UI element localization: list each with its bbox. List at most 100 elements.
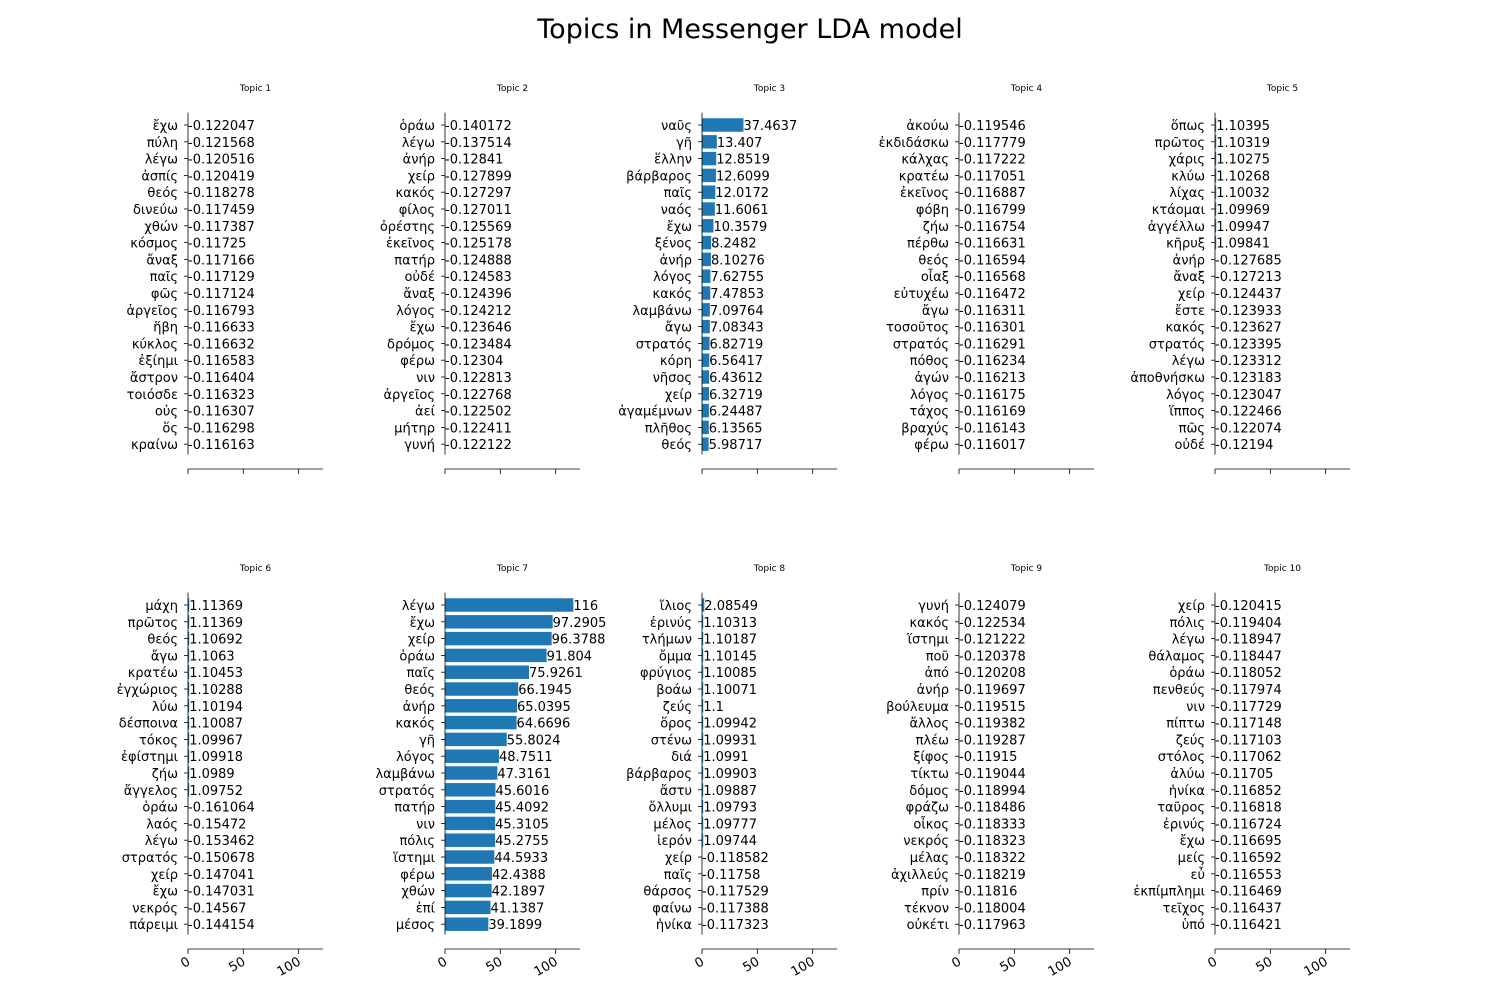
y-tick-label: ἄστρον (130, 371, 178, 386)
data-label: -0.11725 (188, 237, 246, 252)
y-tick-label: πρίν (921, 885, 949, 900)
y-tick-label: ἔχω (1180, 834, 1205, 849)
bar (188, 665, 190, 679)
data-label: 1.09931 (703, 733, 757, 748)
y-tick-label: ἔχω (667, 220, 692, 235)
data-label: 45.4092 (495, 801, 549, 816)
bar (702, 783, 704, 797)
data-label: -0.116887 (959, 186, 1026, 201)
data-label: -0.12304 (445, 354, 503, 369)
subplot-title: Topic 2 (496, 84, 528, 94)
bar (445, 631, 552, 646)
y-tick-label: κρατέω (128, 666, 178, 681)
data-label: -0.140172 (445, 119, 512, 134)
y-tick-label: ἀποθνήσκω (1130, 371, 1205, 386)
data-label: 1.10288 (189, 683, 243, 698)
y-tick-label: χείρ (1178, 599, 1205, 614)
y-tick-label: πέρθω (907, 237, 949, 252)
subplot-topic-3: Topic 3 ναῦς 37.4637 γῆ 13.407 ἕλλην 12.8519 βά… (618, 84, 837, 474)
data-label: 47.3161 (497, 767, 551, 782)
data-label: 45.6016 (495, 784, 549, 799)
data-label: 10.3579 (713, 220, 767, 235)
y-tick-label: ὅς (162, 421, 178, 436)
data-label: -0.116852 (1215, 784, 1282, 799)
y-tick-label: πρῶτος (1155, 136, 1205, 151)
y-tick-label: μέλας (910, 851, 949, 866)
data-label: -0.120415 (1215, 599, 1282, 614)
data-label: -0.125178 (445, 237, 512, 252)
x-tick-label: 100 (275, 954, 304, 979)
y-tick-label: ὁράω (399, 649, 435, 664)
data-label: -0.11705 (1215, 767, 1273, 782)
y-tick-label: βάρβαρος (626, 767, 692, 782)
data-label: -0.116307 (188, 405, 255, 420)
y-tick-label: οἶαξ (921, 269, 949, 285)
data-label: -0.125569 (445, 220, 512, 235)
y-tick-label: παῖς (407, 666, 435, 681)
data-label: -0.117129 (188, 270, 255, 285)
bar (702, 437, 709, 451)
data-label: 12.6099 (716, 169, 770, 184)
y-tick-label: θεός (661, 438, 692, 453)
data-label: -0.161064 (188, 801, 255, 816)
bar (702, 766, 704, 780)
y-tick-label: χθών (401, 885, 435, 900)
data-label: 45.2755 (495, 834, 549, 849)
data-label: -0.116793 (188, 304, 255, 319)
x-tick-label: 0 (1205, 954, 1220, 971)
data-label: 8.10276 (711, 253, 765, 268)
bar (445, 766, 498, 780)
data-label: -0.118994 (959, 784, 1026, 799)
data-label: 6.43612 (709, 371, 763, 386)
y-tick-label: γυνή (404, 438, 435, 453)
bar (702, 749, 704, 763)
y-tick-label: νιν (1186, 700, 1205, 715)
y-tick-label: ἐκδιδάσκω (879, 136, 949, 151)
y-tick-label: ἐκεῖνος (900, 186, 949, 201)
x-tick-label: 100 (1302, 954, 1331, 979)
data-label: 1.10453 (189, 666, 243, 681)
y-tick-label: λύω (152, 700, 178, 715)
x-tick-label: 100 (532, 954, 561, 979)
y-tick-label: πατήρ (394, 801, 435, 816)
data-label: 7.08343 (710, 321, 764, 336)
y-tick-label: ἀλύω (1170, 767, 1205, 782)
data-label: -0.122411 (445, 421, 512, 436)
data-label: -0.118052 (1215, 666, 1282, 681)
y-tick-label: ἔχω (410, 321, 435, 336)
x-tick-label: 100 (1046, 954, 1075, 979)
data-label: -0.153462 (188, 834, 255, 849)
y-tick-label: μείς (1178, 851, 1205, 866)
y-tick-label: δινεύω (133, 203, 178, 218)
bar (702, 219, 714, 233)
y-tick-label: ἐκπίμπλημι (1133, 885, 1205, 900)
bar (702, 202, 715, 216)
data-label: -0.122768 (445, 388, 512, 403)
bar (702, 665, 704, 679)
y-tick-label: γῆ (419, 733, 435, 748)
data-label: -0.124888 (445, 253, 512, 268)
data-label: -0.118486 (959, 801, 1026, 816)
y-tick-label: ζήω (923, 220, 949, 235)
data-label: -0.119697 (959, 683, 1026, 698)
data-label: -0.116818 (1215, 801, 1282, 816)
y-tick-label: λόγος (910, 388, 949, 403)
y-tick-label: φίλος (399, 203, 435, 218)
data-label: -0.127011 (445, 203, 512, 218)
y-tick-label: ἀργεῖος (126, 304, 178, 319)
subplot-title: Topic 5 (1266, 84, 1298, 94)
data-label: 7.09764 (710, 304, 764, 319)
subplot-topic-6: Topic 6 μάχη 1.11369 πρῶτος 1.11369 θεός 1.106… (117, 564, 323, 980)
data-label: -0.116175 (959, 388, 1026, 403)
data-label: 1.10268 (1216, 169, 1270, 184)
y-tick-label: κραίνω (131, 438, 178, 453)
bar (702, 799, 704, 814)
data-label: -0.118004 (959, 901, 1026, 916)
y-tick-label: λόγος (396, 304, 435, 319)
bar (445, 883, 492, 898)
data-label: 1.09777 (703, 817, 757, 832)
y-tick-label: ναῦς (661, 119, 692, 134)
y-tick-label: ζήω (152, 767, 178, 782)
data-label: -0.127685 (1215, 253, 1282, 268)
